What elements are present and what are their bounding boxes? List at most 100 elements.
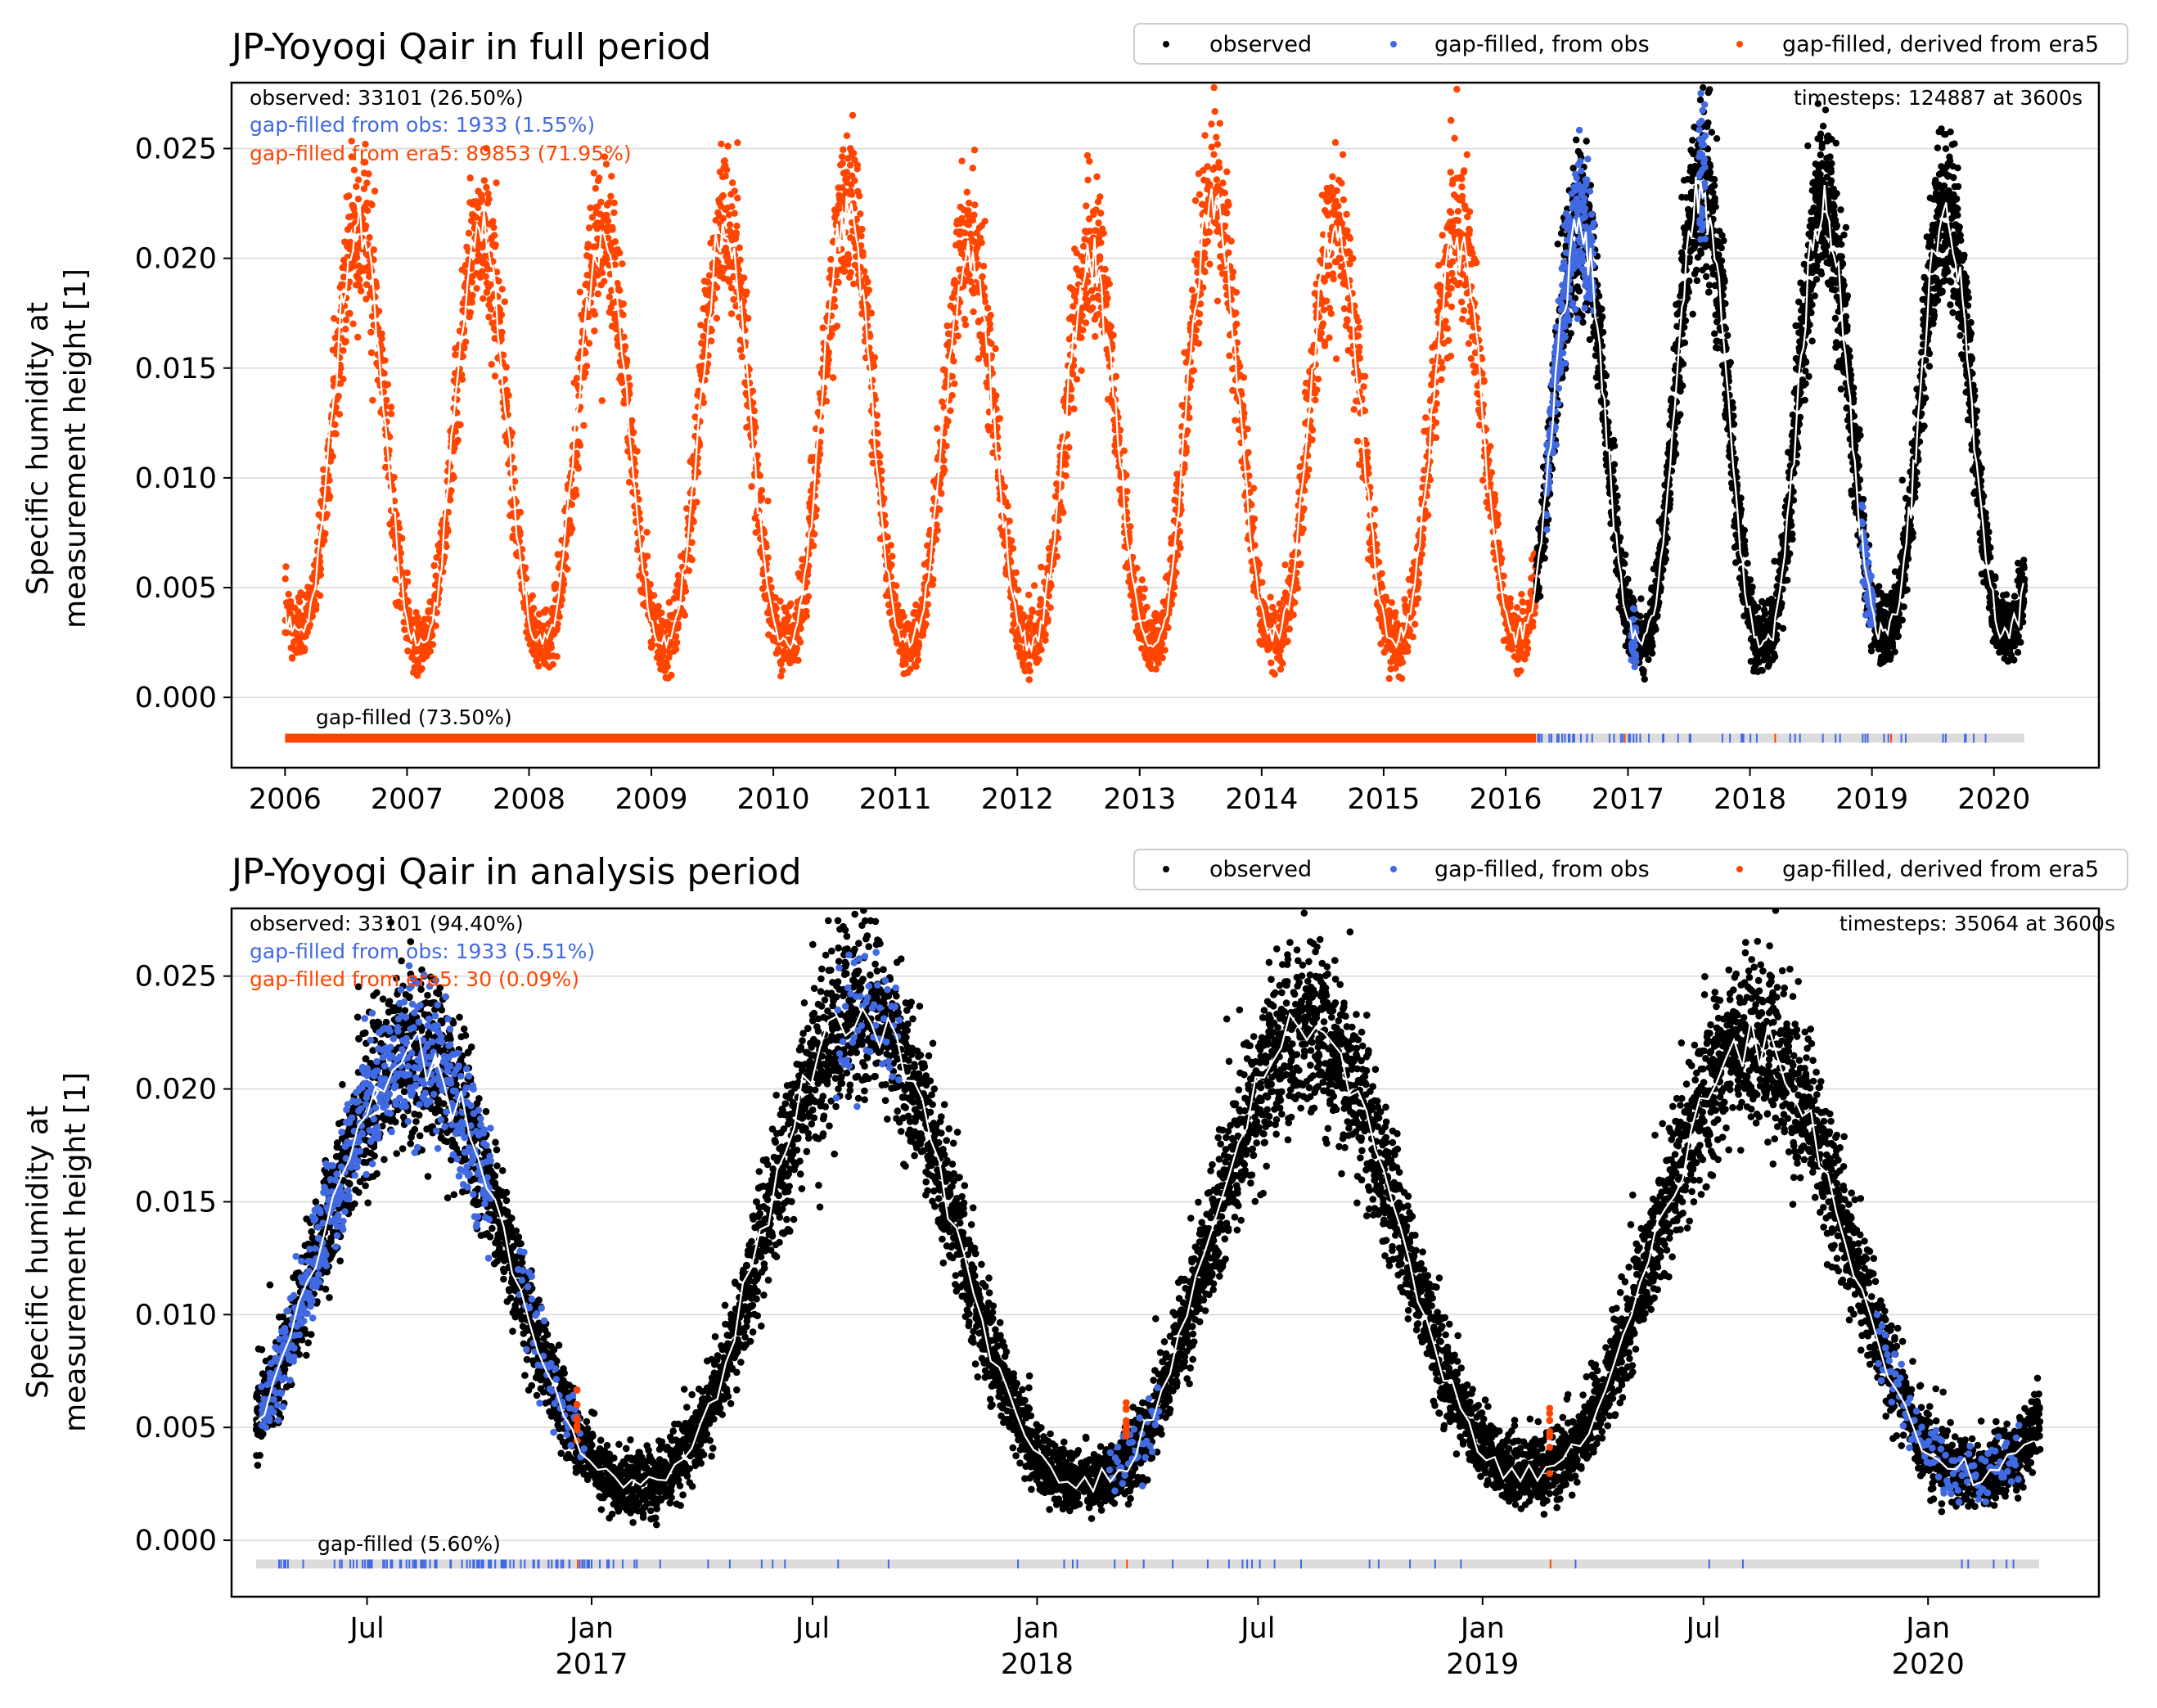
data-point (1011, 578, 1018, 585)
data-point (731, 187, 738, 195)
gapfilled-bar-segment (1794, 733, 1796, 743)
data-point (451, 444, 458, 452)
data-point (978, 239, 985, 246)
data-point (1412, 620, 1419, 628)
data-point (650, 592, 658, 599)
data-point (594, 290, 601, 298)
data-point (1097, 193, 1104, 201)
data-point (705, 278, 712, 286)
data-point (1443, 325, 1452, 332)
data-point (472, 214, 480, 221)
data-point (1388, 599, 1396, 606)
data-point (1279, 660, 1286, 667)
data-point (1442, 318, 1449, 325)
data-point (967, 278, 975, 286)
data-point (1073, 376, 1081, 383)
data-point (386, 433, 394, 440)
gapfilled-bar-segment (1591, 733, 1593, 743)
data-point (556, 613, 563, 620)
data-point (1356, 354, 1364, 362)
data-point (1065, 444, 1073, 451)
data-point (462, 261, 470, 269)
data-point (1308, 426, 1317, 434)
data-point (948, 372, 957, 381)
data-point (1096, 255, 1104, 264)
data-point (362, 222, 370, 230)
data-point (864, 278, 871, 286)
data-point (394, 598, 403, 606)
data-point (871, 354, 879, 361)
data-point (1445, 336, 1452, 345)
data-point (1270, 618, 1277, 625)
data-point (574, 452, 581, 459)
data-point (738, 353, 746, 361)
data-point (993, 392, 1000, 399)
data-point (483, 145, 490, 152)
data-point (1224, 198, 1232, 205)
data-point (1062, 461, 1069, 468)
data-point (557, 602, 565, 609)
data-point (708, 327, 715, 335)
data-point (387, 410, 395, 417)
data-point (500, 351, 507, 358)
data-point (1001, 483, 1008, 491)
data-point (1078, 312, 1086, 319)
data-point (469, 291, 476, 300)
data-point (478, 196, 486, 204)
data-point (719, 192, 727, 200)
data-point (585, 340, 593, 347)
data-point (1312, 396, 1319, 403)
data-point (501, 298, 508, 305)
data-point (317, 566, 325, 573)
data-point (1225, 249, 1232, 256)
data-point (340, 302, 349, 309)
data-point (1466, 230, 1473, 237)
data-point (1379, 584, 1386, 591)
data-point (1460, 307, 1468, 314)
data-point (1190, 367, 1198, 374)
data-point (349, 320, 357, 327)
data-point (664, 663, 671, 670)
data-point (457, 421, 464, 429)
data-point (300, 647, 308, 655)
data-point (1329, 270, 1337, 277)
data-point (591, 311, 599, 318)
data-point (539, 622, 547, 630)
data-point (1004, 502, 1011, 510)
data-point (584, 241, 592, 248)
data-point (1107, 322, 1115, 331)
data-point (1326, 262, 1333, 269)
data-point (797, 624, 804, 633)
data-point (729, 179, 736, 187)
data-point (1084, 176, 1092, 184)
data-point (397, 549, 404, 557)
data-point (848, 191, 856, 198)
data-point (466, 174, 474, 182)
gapfilled-bar (285, 733, 2024, 743)
data-point (1236, 363, 1244, 370)
data-point (1044, 618, 1051, 625)
data-point (1223, 210, 1231, 217)
data-point (529, 592, 536, 600)
data-point (1097, 210, 1105, 217)
data-point (867, 309, 876, 317)
panel-full-period: JP-Yoyogi Qair in full period observed g… (21, 23, 2128, 816)
data-point (479, 243, 486, 250)
data-point (337, 364, 344, 372)
data-point (360, 185, 368, 192)
data-point (1432, 419, 1440, 426)
data-point (346, 309, 353, 318)
data-point (1025, 676, 1033, 683)
gapfilled-bar-segment (1789, 733, 1791, 743)
data-point (748, 483, 755, 490)
data-point (353, 254, 361, 261)
gapfilled-bar-segment (1729, 733, 1731, 743)
data-point (1042, 631, 1049, 638)
data-point (734, 139, 741, 146)
data-point (363, 281, 371, 288)
data-point (1338, 179, 1345, 187)
data-point (502, 363, 510, 371)
data-point (331, 421, 339, 429)
data-point (582, 349, 589, 357)
data-point (811, 492, 819, 499)
